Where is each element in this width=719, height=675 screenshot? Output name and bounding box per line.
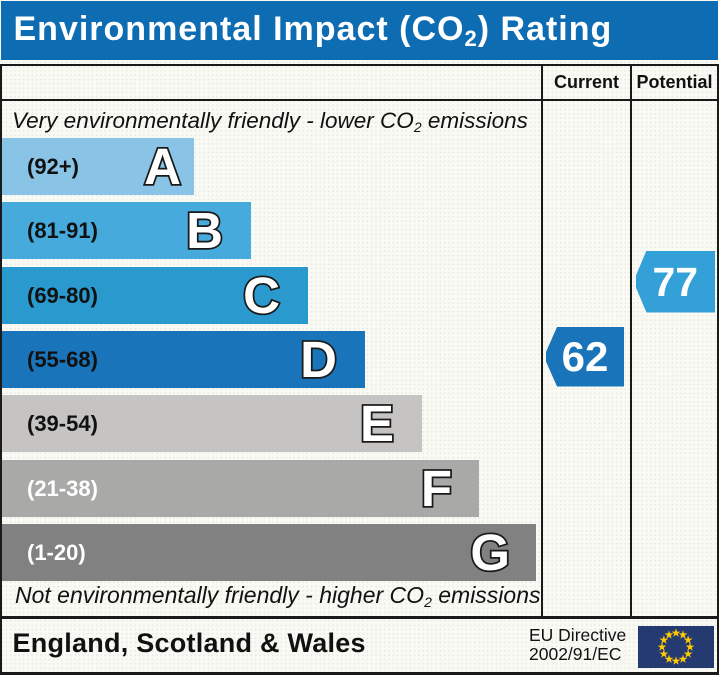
svg-text:B: B: [186, 202, 223, 259]
svg-text:A: A: [144, 138, 181, 195]
svg-text:G: G: [470, 524, 510, 581]
svg-text:F: F: [421, 460, 452, 517]
svg-text:D: D: [300, 331, 337, 388]
svg-text:E: E: [360, 395, 394, 452]
svg-text:C: C: [243, 267, 280, 324]
